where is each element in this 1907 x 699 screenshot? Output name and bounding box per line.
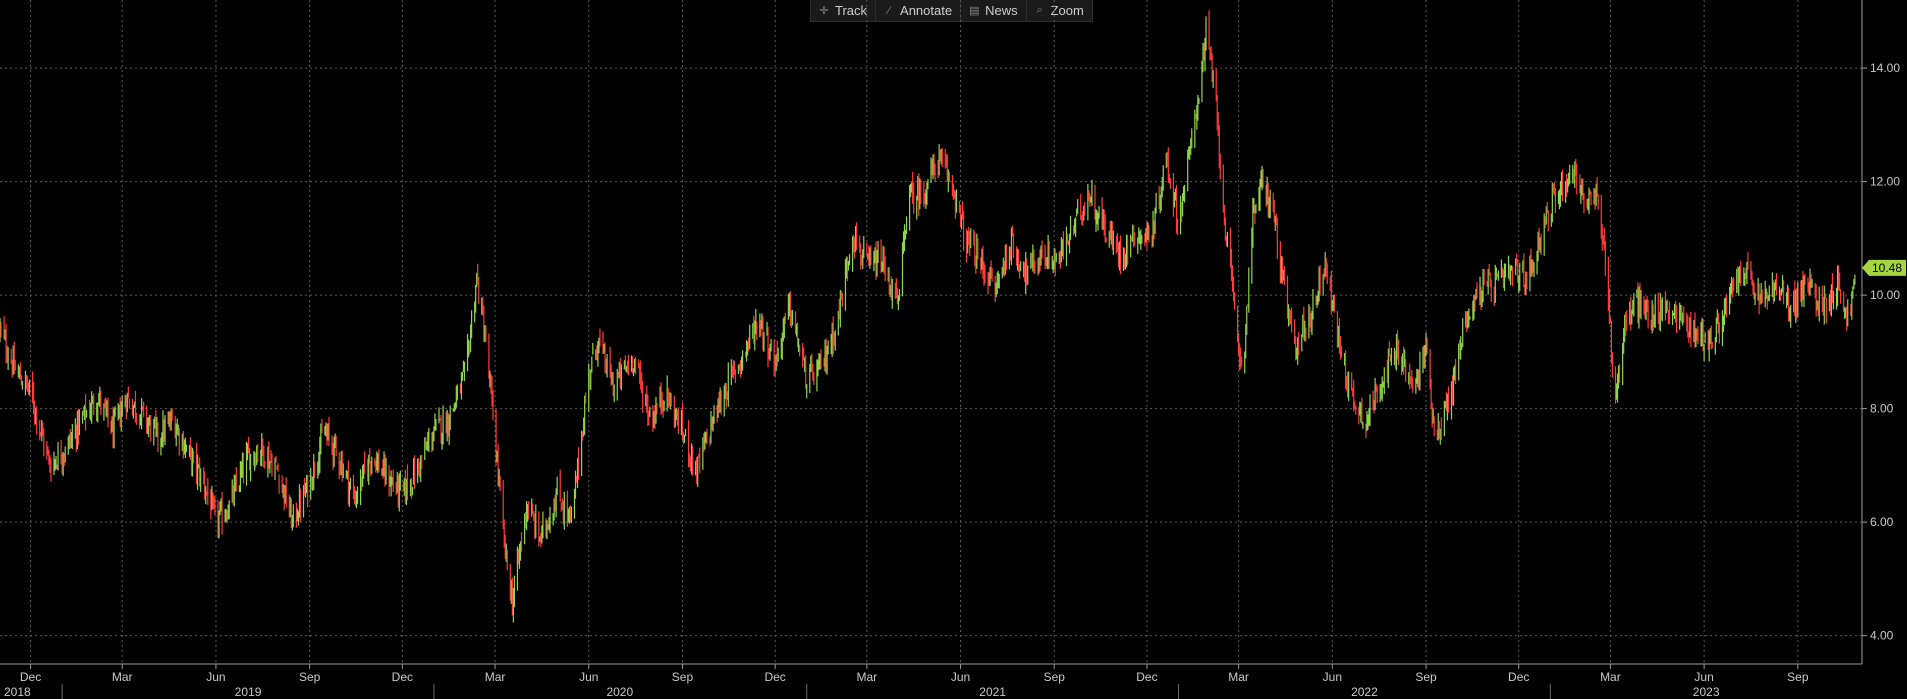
track-label: Track: [835, 3, 868, 18]
x-month-label: Dec: [20, 670, 41, 684]
y-tick-label: 8.00: [1870, 402, 1894, 416]
x-month-label: Dec: [764, 670, 785, 684]
crosshair-icon: ✛: [819, 5, 829, 17]
last-price-badge: [1862, 259, 1906, 276]
x-month-label: Jun: [206, 670, 225, 684]
x-month-label: Dec: [1136, 670, 1157, 684]
x-month-label: Sep: [1787, 670, 1809, 684]
x-year-label: 2019: [235, 685, 262, 699]
x-month-label: Jun: [579, 670, 598, 684]
x-year-label: 2020: [606, 685, 633, 699]
x-year-label: 2021: [979, 685, 1006, 699]
y-tick-label: 6.00: [1870, 515, 1894, 529]
track-button[interactable]: ✛ Track: [811, 0, 877, 21]
news-icon: ▤: [969, 5, 980, 17]
x-month-label: Jun: [1694, 670, 1713, 684]
x-year-label: 2023: [1693, 685, 1720, 699]
x-month-label: Dec: [392, 670, 413, 684]
x-year-label: 2018: [4, 685, 31, 699]
magnifier-icon: ⌕: [1036, 4, 1043, 16]
x-month-label: Dec: [1508, 670, 1529, 684]
x-month-label: Jun: [951, 670, 970, 684]
x-year-label: 2022: [1351, 685, 1378, 699]
news-label: News: [985, 3, 1018, 18]
x-month-label: Sep: [299, 670, 321, 684]
x-month-label: Mar: [856, 670, 877, 684]
x-month-label: Jun: [1323, 670, 1342, 684]
x-month-label: Sep: [1415, 670, 1437, 684]
zoom-label: Zoom: [1050, 3, 1084, 18]
x-month-label: Mar: [1228, 670, 1249, 684]
x-month-label: Sep: [672, 670, 694, 684]
news-button[interactable]: ▤ News: [961, 0, 1027, 21]
pencil-icon: ∕: [888, 4, 890, 17]
x-month-label: Sep: [1044, 670, 1066, 684]
last-price-label: 10.48: [1872, 261, 1902, 275]
y-tick-label: 10.00: [1870, 288, 1900, 302]
x-month-label: Mar: [112, 670, 133, 684]
annotate-label: Annotate: [900, 3, 953, 18]
zoom-button[interactable]: ⌕ Zoom: [1027, 0, 1092, 21]
y-tick-label: 12.00: [1870, 175, 1900, 189]
x-month-label: Mar: [485, 670, 506, 684]
y-tick-label: 4.00: [1870, 629, 1894, 643]
y-tick-label: 14.00: [1870, 61, 1900, 75]
x-month-label: Mar: [1600, 670, 1621, 684]
